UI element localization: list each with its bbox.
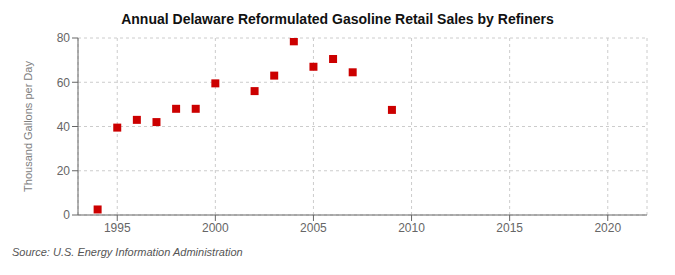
svg-text:80: 80 [57,31,71,45]
svg-text:60: 60 [57,76,71,90]
svg-text:20: 20 [57,164,71,178]
html-text:Annual Delaware Reformulated G: Annual Delaware Reformulated Gasoline Re… [121,11,554,27]
svg-text:Thousand Gallons per Day: Thousand Gallons per Day [22,61,34,192]
svg-text:0: 0 [63,208,70,222]
html-text:Source: U.S. Energy Informatio: Source: U.S. Energy Information Administ… [12,246,243,258]
svg-text:1995: 1995 [104,221,131,235]
svg-text:40: 40 [57,120,71,134]
svg-text:2010: 2010 [398,221,425,235]
svg-text:2000: 2000 [202,221,229,235]
svg-text:2005: 2005 [300,221,327,235]
svg-text:2020: 2020 [594,221,621,235]
svg-text:2015: 2015 [496,221,523,235]
